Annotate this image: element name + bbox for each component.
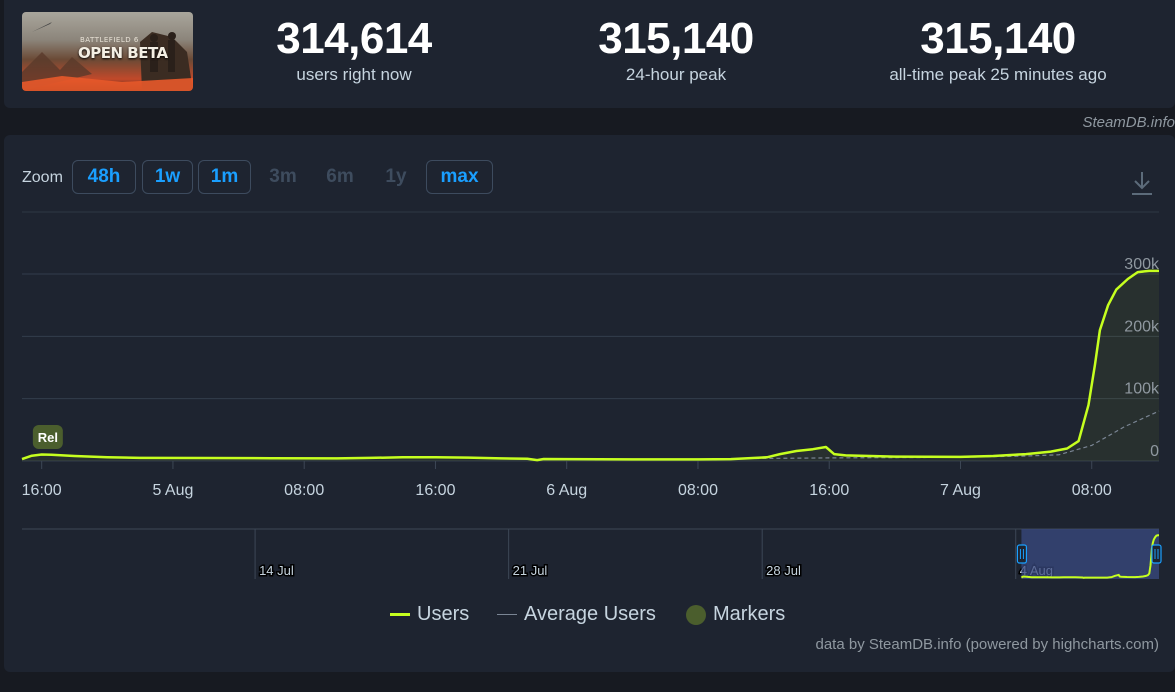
x-tick-label: 16:00: [22, 482, 62, 499]
legend-item-average-users[interactable]: Average Users: [497, 603, 656, 626]
steamdb-credit-link[interactable]: SteamDB.info: [1082, 114, 1175, 131]
legend-item-users[interactable]: Users: [390, 603, 469, 626]
users-series-line: [21, 269, 1159, 462]
game-logo-big: OPEN BETA: [78, 44, 168, 62]
release-marker-flag: [32, 425, 63, 449]
stat-current-players: 314,614 users right now: [254, 14, 454, 86]
stat-value: 314,614: [276, 14, 432, 63]
users-line-swatch: [390, 612, 410, 616]
game-header-image[interactable]: BATTLEFIELD 6 OPEN BETA: [22, 12, 193, 91]
stat-all-time-peak: 315,140 all-time peak 25 minutes ago: [848, 14, 1148, 86]
x-tick-label: 08:00: [678, 482, 718, 499]
y-tick-label: 100k: [1124, 381, 1160, 398]
y-tick-label: 300k: [1124, 256, 1160, 273]
navigator-selected-range: [1021, 529, 1159, 579]
zoom-6m-button[interactable]: 6m: [326, 166, 354, 187]
average-users-series-line: [755, 410, 1160, 460]
zoom-3m-button[interactable]: 3m: [269, 166, 297, 187]
users-area-fill: [22, 270, 1159, 461]
release-marker-label: Rel: [38, 430, 58, 445]
navigator-tick-label: 21 Jul: [513, 563, 548, 578]
stat-label: all-time peak 25 minutes ago: [889, 65, 1107, 84]
game-art-soldiers: [22, 22, 193, 91]
legend-label: Users: [417, 603, 470, 625]
x-tick-label: 16:00: [415, 482, 455, 499]
navigator-tick-label: 14 Jul: [259, 563, 294, 578]
navigator-series-line: [1020, 534, 1159, 579]
zoom-label: Zoom: [22, 169, 63, 186]
markers-swatch: [686, 604, 706, 625]
zoom-1w-button[interactable]: 1w: [142, 160, 193, 194]
x-tick-label: 08:00: [284, 482, 324, 499]
stat-label: users right now: [296, 65, 412, 84]
x-tick-label: 5 Aug: [152, 482, 193, 499]
download-icon[interactable]: [1130, 170, 1154, 196]
x-tick-label: 16:00: [809, 482, 849, 499]
x-tick-label: 08:00: [1072, 482, 1112, 499]
y-tick-label: 200k: [1124, 318, 1160, 335]
stat-value: 315,140: [920, 14, 1076, 63]
stats-panel: [4, 0, 1175, 108]
legend-label: Markers: [713, 603, 786, 625]
y-tick-label: 0: [1150, 443, 1159, 460]
game-logo-small: BATTLEFIELD 6: [80, 36, 139, 44]
x-tick-label: 7 Aug: [940, 482, 981, 499]
zoom-1m-button[interactable]: 1m: [198, 160, 251, 194]
legend-label: Average Users: [524, 603, 656, 625]
zoom-48h-button[interactable]: 48h: [72, 160, 136, 194]
highcharts-credit[interactable]: data by SteamDB.info (powered by highcha…: [815, 636, 1160, 653]
zoom-1y-button[interactable]: 1y: [385, 166, 407, 187]
average-line-swatch: [497, 613, 517, 615]
zoom-max-button[interactable]: max: [426, 160, 493, 194]
stat-label: 24-hour peak: [625, 65, 727, 84]
navigator-tick-label: 28 Jul: [766, 563, 801, 578]
legend-item-markers[interactable]: Markers: [686, 603, 785, 626]
chart-panel: [4, 135, 1175, 672]
stat-value: 315,140: [598, 14, 754, 63]
x-tick-label: 6 Aug: [546, 482, 587, 499]
navigator-right-handle[interactable]: [1151, 544, 1162, 564]
stat-24h-peak: 315,140 24-hour peak: [576, 14, 776, 86]
navigator-left-handle[interactable]: [1016, 544, 1028, 564]
